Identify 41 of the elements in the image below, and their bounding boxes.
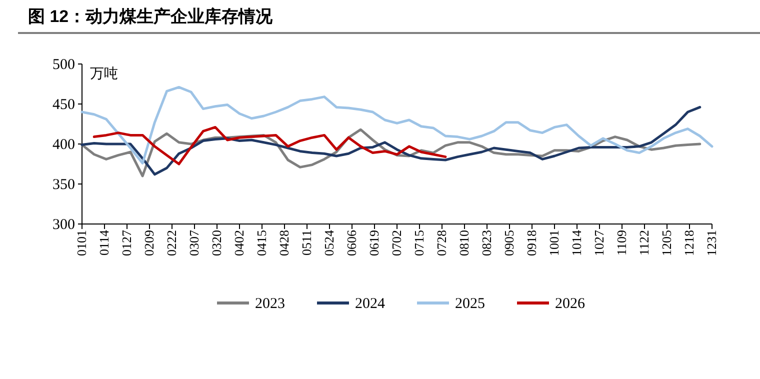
x-tick-label: 0606 xyxy=(344,230,359,256)
chart-title: 图 12：动力煤生产企业库存情况 xyxy=(28,7,274,26)
x-tick-label: 0810 xyxy=(456,230,472,256)
x-tick-label: 1027 xyxy=(592,230,606,256)
x-tick-label: 0402 xyxy=(232,230,246,256)
x-tick-label: 0715 xyxy=(412,230,426,256)
x-tick-label: 0728 xyxy=(434,230,449,256)
x-tick-label: 0918 xyxy=(524,230,539,256)
x-tick-label: 1014 xyxy=(569,230,584,256)
x-tick-label: 1122 xyxy=(636,230,652,256)
x-tick-label: 1218 xyxy=(682,230,696,256)
x-tick-label: 0823 xyxy=(479,230,494,256)
x-tick-label: 0320 xyxy=(209,230,224,256)
y-tick-label: 300 xyxy=(52,217,75,233)
x-tick-label: 0101 xyxy=(74,230,89,256)
x-tick-label: 0619 xyxy=(366,230,382,256)
x-tick-label: 0307 xyxy=(186,230,202,256)
x-tick-label: 1001 xyxy=(546,230,562,256)
legend-label: 2023 xyxy=(255,296,285,312)
legend-label: 2024 xyxy=(355,296,386,312)
x-tick-label: 1205 xyxy=(659,230,674,256)
x-tick-label: 0127 xyxy=(119,230,134,256)
x-tick-label: 0905 xyxy=(502,230,516,256)
x-tick-label: 0222 xyxy=(164,230,179,256)
x-tick-label: 0511 xyxy=(299,230,314,256)
x-tick-label: 0428 xyxy=(276,230,292,256)
x-tick-label: 0209 xyxy=(142,230,156,256)
x-tick-label: 0524 xyxy=(322,230,336,256)
y-tick-label: 500 xyxy=(52,57,75,73)
y-tick-label: 450 xyxy=(52,97,75,113)
x-tick-label: 0415 xyxy=(254,230,269,256)
x-tick-label: 1231 xyxy=(704,230,719,256)
x-tick-label: 0114 xyxy=(96,230,112,256)
y-tick-label: 350 xyxy=(52,177,75,193)
y-axis-title: 万吨 xyxy=(90,66,118,82)
x-tick-label: 0702 xyxy=(389,230,404,256)
legend-label: 2026 xyxy=(555,296,586,312)
legend-label: 2025 xyxy=(455,296,485,312)
y-tick-label: 400 xyxy=(52,137,75,153)
line-series xyxy=(92,126,447,166)
x-tick-label: 1109 xyxy=(614,230,629,256)
